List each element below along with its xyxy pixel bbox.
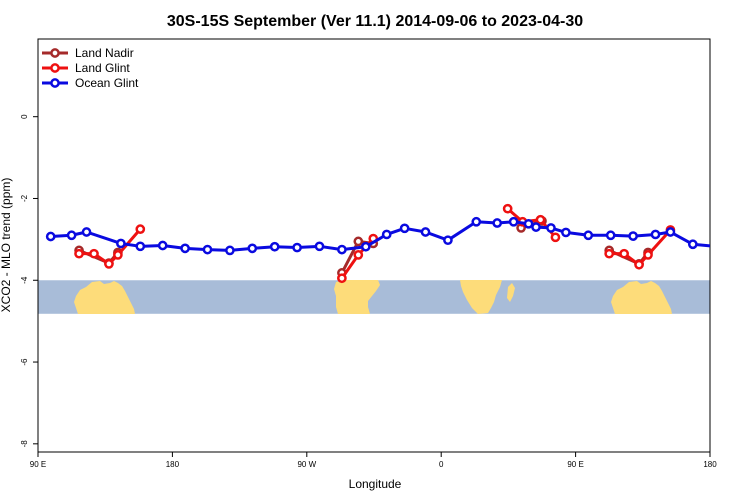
point-land-glint-0-4 [135,224,146,234]
point-land-glint-3-1 [619,248,629,259]
land-australia-left [74,281,135,314]
point-ocean-glint-0-2 [81,227,92,237]
y-tick-label-4: -8 [20,440,29,448]
point-ocean-glint-0-3 [116,238,126,249]
point-land-glint-1-1 [353,250,364,260]
point-land-glint-2-2 [535,214,546,225]
point-ocean-glint-0-23 [531,222,541,232]
y-axis: 0 -2 -4 -6 -8 [20,114,38,447]
point-ocean-glint-0-15 [381,229,392,240]
point-ocean-glint-0-11 [292,242,302,253]
point-ocean-glint-0-19 [471,216,482,227]
point-ocean-glint-0-17 [420,227,431,237]
point-ocean-glint-0-25 [561,227,571,238]
series-land-glint [74,203,676,284]
point-land-glint-0-3 [113,250,123,260]
y-tick-label-0: 0 [20,114,29,119]
point-ocean-glint-0-9 [247,243,258,254]
point-ocean-glint-0-28 [628,231,638,241]
point-ocean-glint-0-24 [546,223,556,233]
point-ocean-glint-0-8 [225,245,235,256]
point-ocean-glint-0-20 [492,218,503,228]
point-ocean-glint-0-22 [523,218,534,229]
point-ocean-glint-0-31 [687,239,698,250]
y-axis-label: XCO2 - MLO trend (ppm) [0,178,13,313]
point-ocean-glint-0-10 [269,241,280,252]
point-ocean-glint-0-18 [443,235,453,246]
x-axis: 90 E 180 90 W 0 90 E 180 [30,452,717,469]
point-land-glint-3-3 [643,250,653,260]
point-ocean-glint-0-14 [360,241,371,252]
point-ocean-glint-0-26 [583,230,594,241]
land-madagascar [507,283,515,302]
point-land-glint-2-3 [550,232,561,243]
point-ocean-glint-0-0 [45,231,56,242]
x-tick-label-3: 0 [439,460,444,469]
point-land-glint-0-1 [89,248,99,259]
legend-label-land-glint: Land Glint [75,61,130,75]
point-ocean-glint-0-7 [202,244,213,255]
point-ocean-glint-0-33 [734,241,741,248]
point-ocean-glint-0-6 [180,243,190,254]
series-ocean-glint [45,216,741,256]
x-tick-label-5: 180 [703,460,717,469]
point-ocean-glint-0-32 [712,243,719,250]
x-tick-label-1: 180 [166,460,180,469]
land-australia-right [611,281,672,314]
point-land-glint-3-0 [604,248,615,259]
x-tick-label-0: 90 E [30,460,46,469]
map-band [38,280,710,314]
point-ocean-glint-0-1 [66,230,77,241]
point-land-glint-0-0 [74,248,84,259]
land-south-america [334,280,380,314]
y-tick-label-3: -6 [20,358,29,366]
x-tick-label-4: 90 E [567,460,583,469]
point-land-glint-0-2 [104,259,114,269]
legend-label-ocean-glint: Ocean Glint [75,76,139,90]
y-tick-label-2: -4 [20,276,29,284]
point-land-glint-1-0 [337,273,347,284]
legend-marker-land-glint [50,63,60,73]
series-line-ocean-glint-0 [50,220,710,252]
point-ocean-glint-0-13 [337,244,347,255]
point-ocean-glint-0-30 [665,227,676,237]
legend-marker-ocean-glint [50,78,60,88]
land-africa [460,280,502,314]
point-land-nadir-1-1 [353,236,364,247]
legend-label-land-nadir: Land Nadir [75,46,134,60]
point-ocean-glint-0-27 [605,230,616,241]
point-ocean-glint-0-16 [399,223,410,234]
point-ocean-glint-0-29 [650,229,661,240]
chart-title: 30S-15S September (Ver 11.1) 2014-09-06 … [167,13,583,30]
point-land-glint-2-0 [502,203,513,214]
x-axis-label: Longitude [349,477,402,491]
point-ocean-glint-0-4 [135,241,146,252]
point-ocean-glint-0-21 [508,216,519,227]
legend-marker-land-nadir [50,48,60,58]
point-ocean-glint-0-5 [157,240,168,251]
series-layer [45,203,741,284]
y-tick-label-1: -2 [20,194,29,202]
point-ocean-glint-0-12 [314,241,325,252]
x-tick-label-2: 90 W [297,460,316,469]
point-land-glint-3-2 [634,259,644,270]
